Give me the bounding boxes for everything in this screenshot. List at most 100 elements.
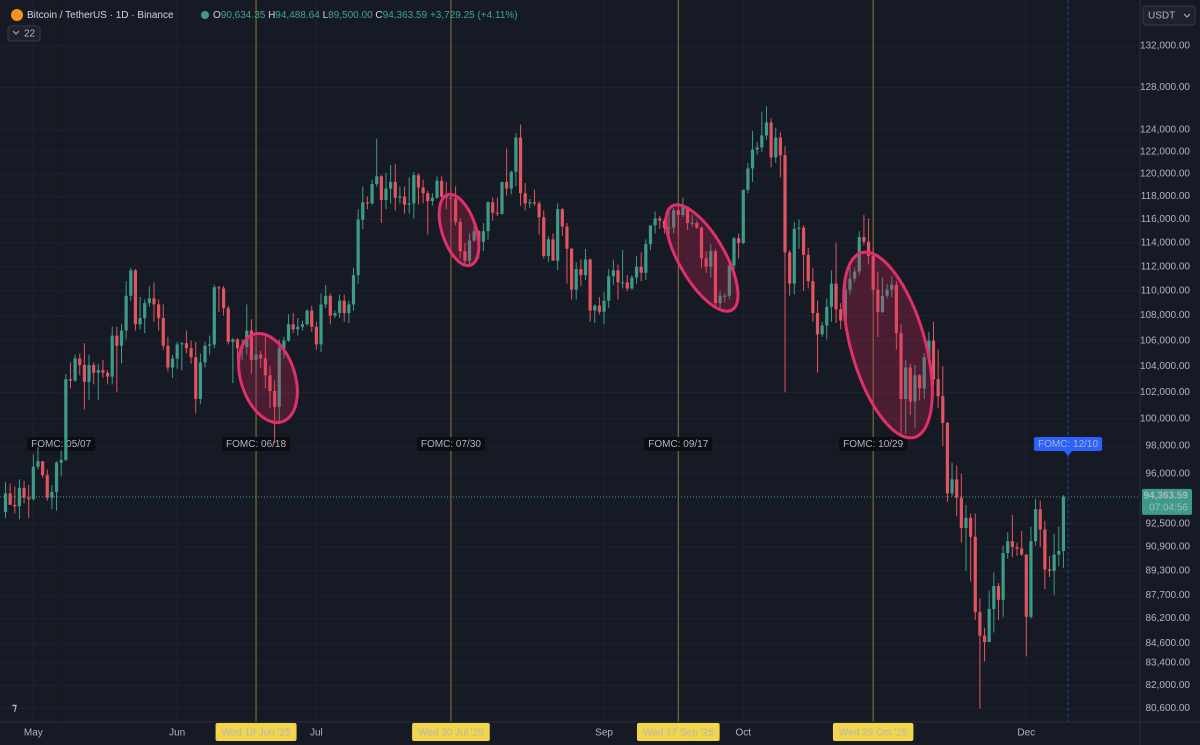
candle-body <box>22 487 26 498</box>
date-badge <box>832 723 914 741</box>
candle-body <box>528 202 532 204</box>
candle-body <box>254 354 258 360</box>
y-tick-label: 87,700.00 <box>1146 590 1191 601</box>
candle-body <box>630 277 634 289</box>
candle-body <box>64 379 68 460</box>
chevron-icon <box>12 30 20 35</box>
event-badge <box>27 437 96 451</box>
y-tick-label: 132,000.00 <box>1140 41 1190 52</box>
candle-body <box>203 345 207 363</box>
y-tick-label: 102,000.00 <box>1140 387 1190 398</box>
candle-body <box>992 586 996 610</box>
candle-body <box>551 239 555 261</box>
candle-body <box>282 340 286 349</box>
highlight-ellipse <box>437 192 481 268</box>
candle-body <box>105 372 110 377</box>
close-value: 94,363.59 <box>383 10 428 21</box>
candle-body <box>384 188 388 201</box>
candle-body <box>45 475 49 498</box>
candle-body <box>917 375 922 389</box>
candle-body <box>393 181 397 198</box>
axes: 132,000.00 128,000.00 124,000.00 122,000.00… <box>24 41 1191 741</box>
candle-body <box>1061 496 1066 552</box>
candle-body <box>955 479 959 498</box>
candle-body <box>602 300 606 312</box>
candle-body <box>3 493 8 513</box>
date-badge <box>215 723 297 741</box>
candle-body <box>1015 547 1019 549</box>
candle-body <box>987 609 991 642</box>
candle-body <box>811 281 815 314</box>
price-label: 94,363.59 <box>1144 490 1189 501</box>
candle-body <box>593 305 597 311</box>
candle-body <box>788 252 792 284</box>
candle-body <box>87 364 91 382</box>
event-label: FOMC: 05/07 <box>31 439 91 450</box>
symbol[interactable]: Bitcoin / TetherUS · 1D · Binance <box>27 10 174 21</box>
candle-body <box>1029 541 1033 617</box>
candle-body <box>509 171 513 189</box>
candle-body <box>727 265 731 296</box>
candle-body <box>259 354 263 359</box>
candle-body <box>500 181 504 214</box>
candle-body <box>221 288 226 309</box>
candle-body <box>806 254 810 282</box>
events: FOMC: 05/07 FOMC: 06/18 FOMC: 07/30 FOMC: 0… <box>27 0 1103 722</box>
candle-body <box>607 276 611 301</box>
candle-body <box>653 218 657 226</box>
candle-body <box>542 217 546 256</box>
candle-body <box>370 184 374 204</box>
candle-body <box>699 227 704 259</box>
candle-body <box>505 181 509 189</box>
candle-body <box>175 344 179 359</box>
candle-body <box>1020 548 1024 555</box>
candle-body <box>291 324 295 330</box>
candle-body <box>644 244 648 273</box>
candle-body <box>672 210 676 228</box>
candle-body <box>913 375 917 402</box>
candle-body <box>718 295 722 304</box>
candle-body <box>973 536 977 613</box>
candle-body <box>435 180 439 198</box>
candle-body <box>634 266 639 278</box>
low-value: 89,500.00 <box>328 10 373 21</box>
candle-body <box>658 218 662 221</box>
field: L <box>323 10 329 21</box>
currency-select[interactable] <box>1142 5 1196 26</box>
candle-body <box>834 283 838 310</box>
candle-body <box>685 206 690 224</box>
candle-body <box>398 196 402 198</box>
candle-body <box>263 358 267 376</box>
candle-body <box>426 193 430 202</box>
header: Bitcoin / TetherUS · 1D · Binance O90,63… <box>7 5 1196 714</box>
y-tick-label: 100,000.00 <box>1140 414 1190 425</box>
indicator-toggle[interactable] <box>7 25 41 42</box>
candle-body <box>1043 529 1047 570</box>
candle-body <box>982 635 987 642</box>
candle-body <box>709 251 713 267</box>
candle-body <box>59 459 63 463</box>
candle-body <box>226 308 230 342</box>
grid <box>0 0 1140 722</box>
candle-body <box>143 303 147 319</box>
highlight-ellipse <box>664 203 740 313</box>
candle-body <box>268 375 272 392</box>
candle-body <box>194 357 198 399</box>
candle-body <box>68 379 73 381</box>
candle-body <box>472 231 476 241</box>
event-label: FOMC: 06/18 <box>226 439 286 450</box>
candle-body <box>1024 554 1028 617</box>
date-label: Wed 29 Oct '25 <box>839 728 908 739</box>
date-badge <box>636 723 720 741</box>
candle-body <box>880 295 885 312</box>
candle-body <box>328 295 332 316</box>
candle-body <box>792 228 796 284</box>
change-value: +3,729.25 (+4.11%) <box>430 10 518 21</box>
y-tick-label: 108,000.00 <box>1140 310 1190 321</box>
candle-body <box>82 364 86 382</box>
candle-body <box>783 155 787 253</box>
candle-body <box>597 305 602 312</box>
event-badge <box>839 437 908 451</box>
candle-body <box>565 226 569 249</box>
